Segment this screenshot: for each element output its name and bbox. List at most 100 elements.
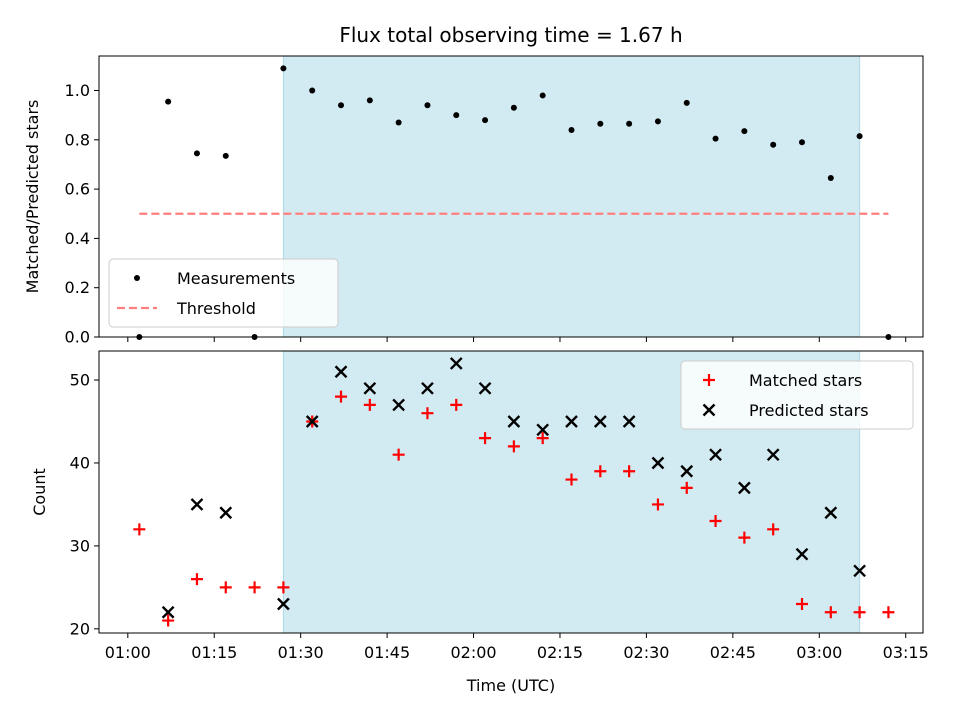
legend-box: [108, 258, 339, 328]
data-point: [424, 102, 431, 109]
data-point: [363, 398, 376, 411]
data-point: [738, 481, 751, 495]
data-point: [510, 104, 517, 111]
data-point: [568, 126, 575, 133]
x-tick-label: 02:45: [710, 643, 756, 662]
y-tick-label: 40: [70, 453, 90, 472]
x-tick-label: 02:00: [450, 643, 496, 662]
data-point: [219, 506, 233, 520]
data-point: [366, 97, 373, 104]
series-predicted-stars: [161, 357, 866, 619]
y-tick-label: 0.8: [65, 130, 90, 149]
data-point: [453, 112, 460, 119]
data-point: [651, 456, 665, 470]
data-point: [882, 606, 895, 619]
legend-label: Matched stars: [749, 371, 862, 390]
data-point: [305, 415, 319, 428]
x-axis-label: Time (UTC): [466, 676, 555, 695]
data-point: [623, 465, 636, 478]
data-point: [193, 150, 200, 157]
data-point: [222, 152, 229, 159]
data-point: [853, 606, 866, 619]
data-point: [767, 523, 780, 536]
x-tick-label: 02:30: [623, 643, 669, 662]
data-point: [363, 381, 377, 395]
y-tick-label: 0.0: [65, 328, 90, 347]
data-point: [190, 573, 203, 586]
x-tick-label: 01:45: [364, 643, 410, 662]
data-point: [741, 128, 748, 135]
data-point: [392, 398, 405, 412]
data-point: [449, 357, 463, 370]
data-point: [161, 605, 175, 619]
data-point: [680, 481, 693, 494]
data-point: [421, 407, 434, 420]
data-point: [309, 87, 316, 94]
legend-matched-swatch: [703, 374, 715, 386]
data-point: [709, 515, 722, 528]
x-tick-label: 03:00: [796, 643, 842, 662]
data-point: [597, 120, 604, 127]
data-point: [190, 498, 204, 511]
axes-frame: [98, 350, 924, 634]
series-matched-stars: [133, 390, 895, 627]
axes-frame: [98, 55, 924, 338]
data-point: [277, 581, 290, 594]
data-point: [165, 98, 172, 105]
data-point: [712, 135, 719, 142]
data-point: [392, 448, 405, 461]
data-point: [507, 415, 521, 428]
data-point: [338, 102, 345, 109]
observing-span-shade: [282, 55, 861, 338]
y-tick-label: 0.6: [65, 180, 90, 199]
legend-measurements-swatch: [134, 275, 140, 281]
legend-label: Measurements: [177, 269, 295, 288]
data-point: [856, 133, 863, 140]
y-tick-label: 0.4: [65, 229, 90, 248]
x-tick-label: 01:15: [191, 643, 237, 662]
data-point: [853, 564, 866, 578]
y-tick-label: 20: [70, 619, 90, 638]
data-point: [766, 448, 780, 462]
legend-label: Threshold: [176, 299, 256, 318]
data-point: [280, 65, 287, 72]
data-point: [651, 498, 664, 511]
data-point: [539, 92, 546, 99]
data-point: [738, 531, 751, 544]
y-axis-label: Count: [30, 468, 49, 516]
y-tick-label: 50: [70, 371, 90, 390]
data-point: [248, 581, 261, 594]
x-tick-label: 03:15: [883, 643, 929, 662]
data-point: [507, 440, 520, 453]
y-tick-label: 30: [70, 536, 90, 555]
ratio-panel: 0.0 0.2 0.4 0.6 0.8 1.0 Matched/Predicted star…: [23, 55, 924, 347]
data-point: [824, 606, 837, 619]
y-tick-label: 0.2: [65, 278, 90, 297]
data-point: [536, 432, 549, 445]
data-point: [795, 547, 809, 561]
data-point: [795, 597, 808, 610]
series-measurements: [136, 65, 892, 340]
data-point: [626, 120, 633, 127]
legend-box: [680, 360, 914, 430]
data-point: [565, 415, 578, 428]
data-point: [654, 118, 661, 125]
data-point: [334, 365, 348, 379]
data-point: [594, 465, 607, 478]
data-point: [683, 99, 690, 106]
x-tick-label: 01:30: [278, 643, 324, 662]
data-point: [421, 381, 434, 395]
legend: Matched stars Predicted stars: [680, 360, 914, 430]
data-point: [162, 614, 175, 627]
legend-label: Predicted stars: [749, 401, 869, 420]
x-tick-label: 01:00: [105, 643, 151, 662]
data-point: [536, 423, 550, 437]
count-panel: 20 30 40 50 01:00 01:15 01:30 01:45 02:00 02:15 02…: [30, 350, 929, 695]
data-point: [798, 139, 805, 146]
data-point: [478, 381, 492, 395]
legend-predicted-swatch: [702, 403, 716, 417]
data-point: [770, 141, 777, 148]
data-point: [622, 415, 636, 428]
data-point: [680, 464, 694, 478]
